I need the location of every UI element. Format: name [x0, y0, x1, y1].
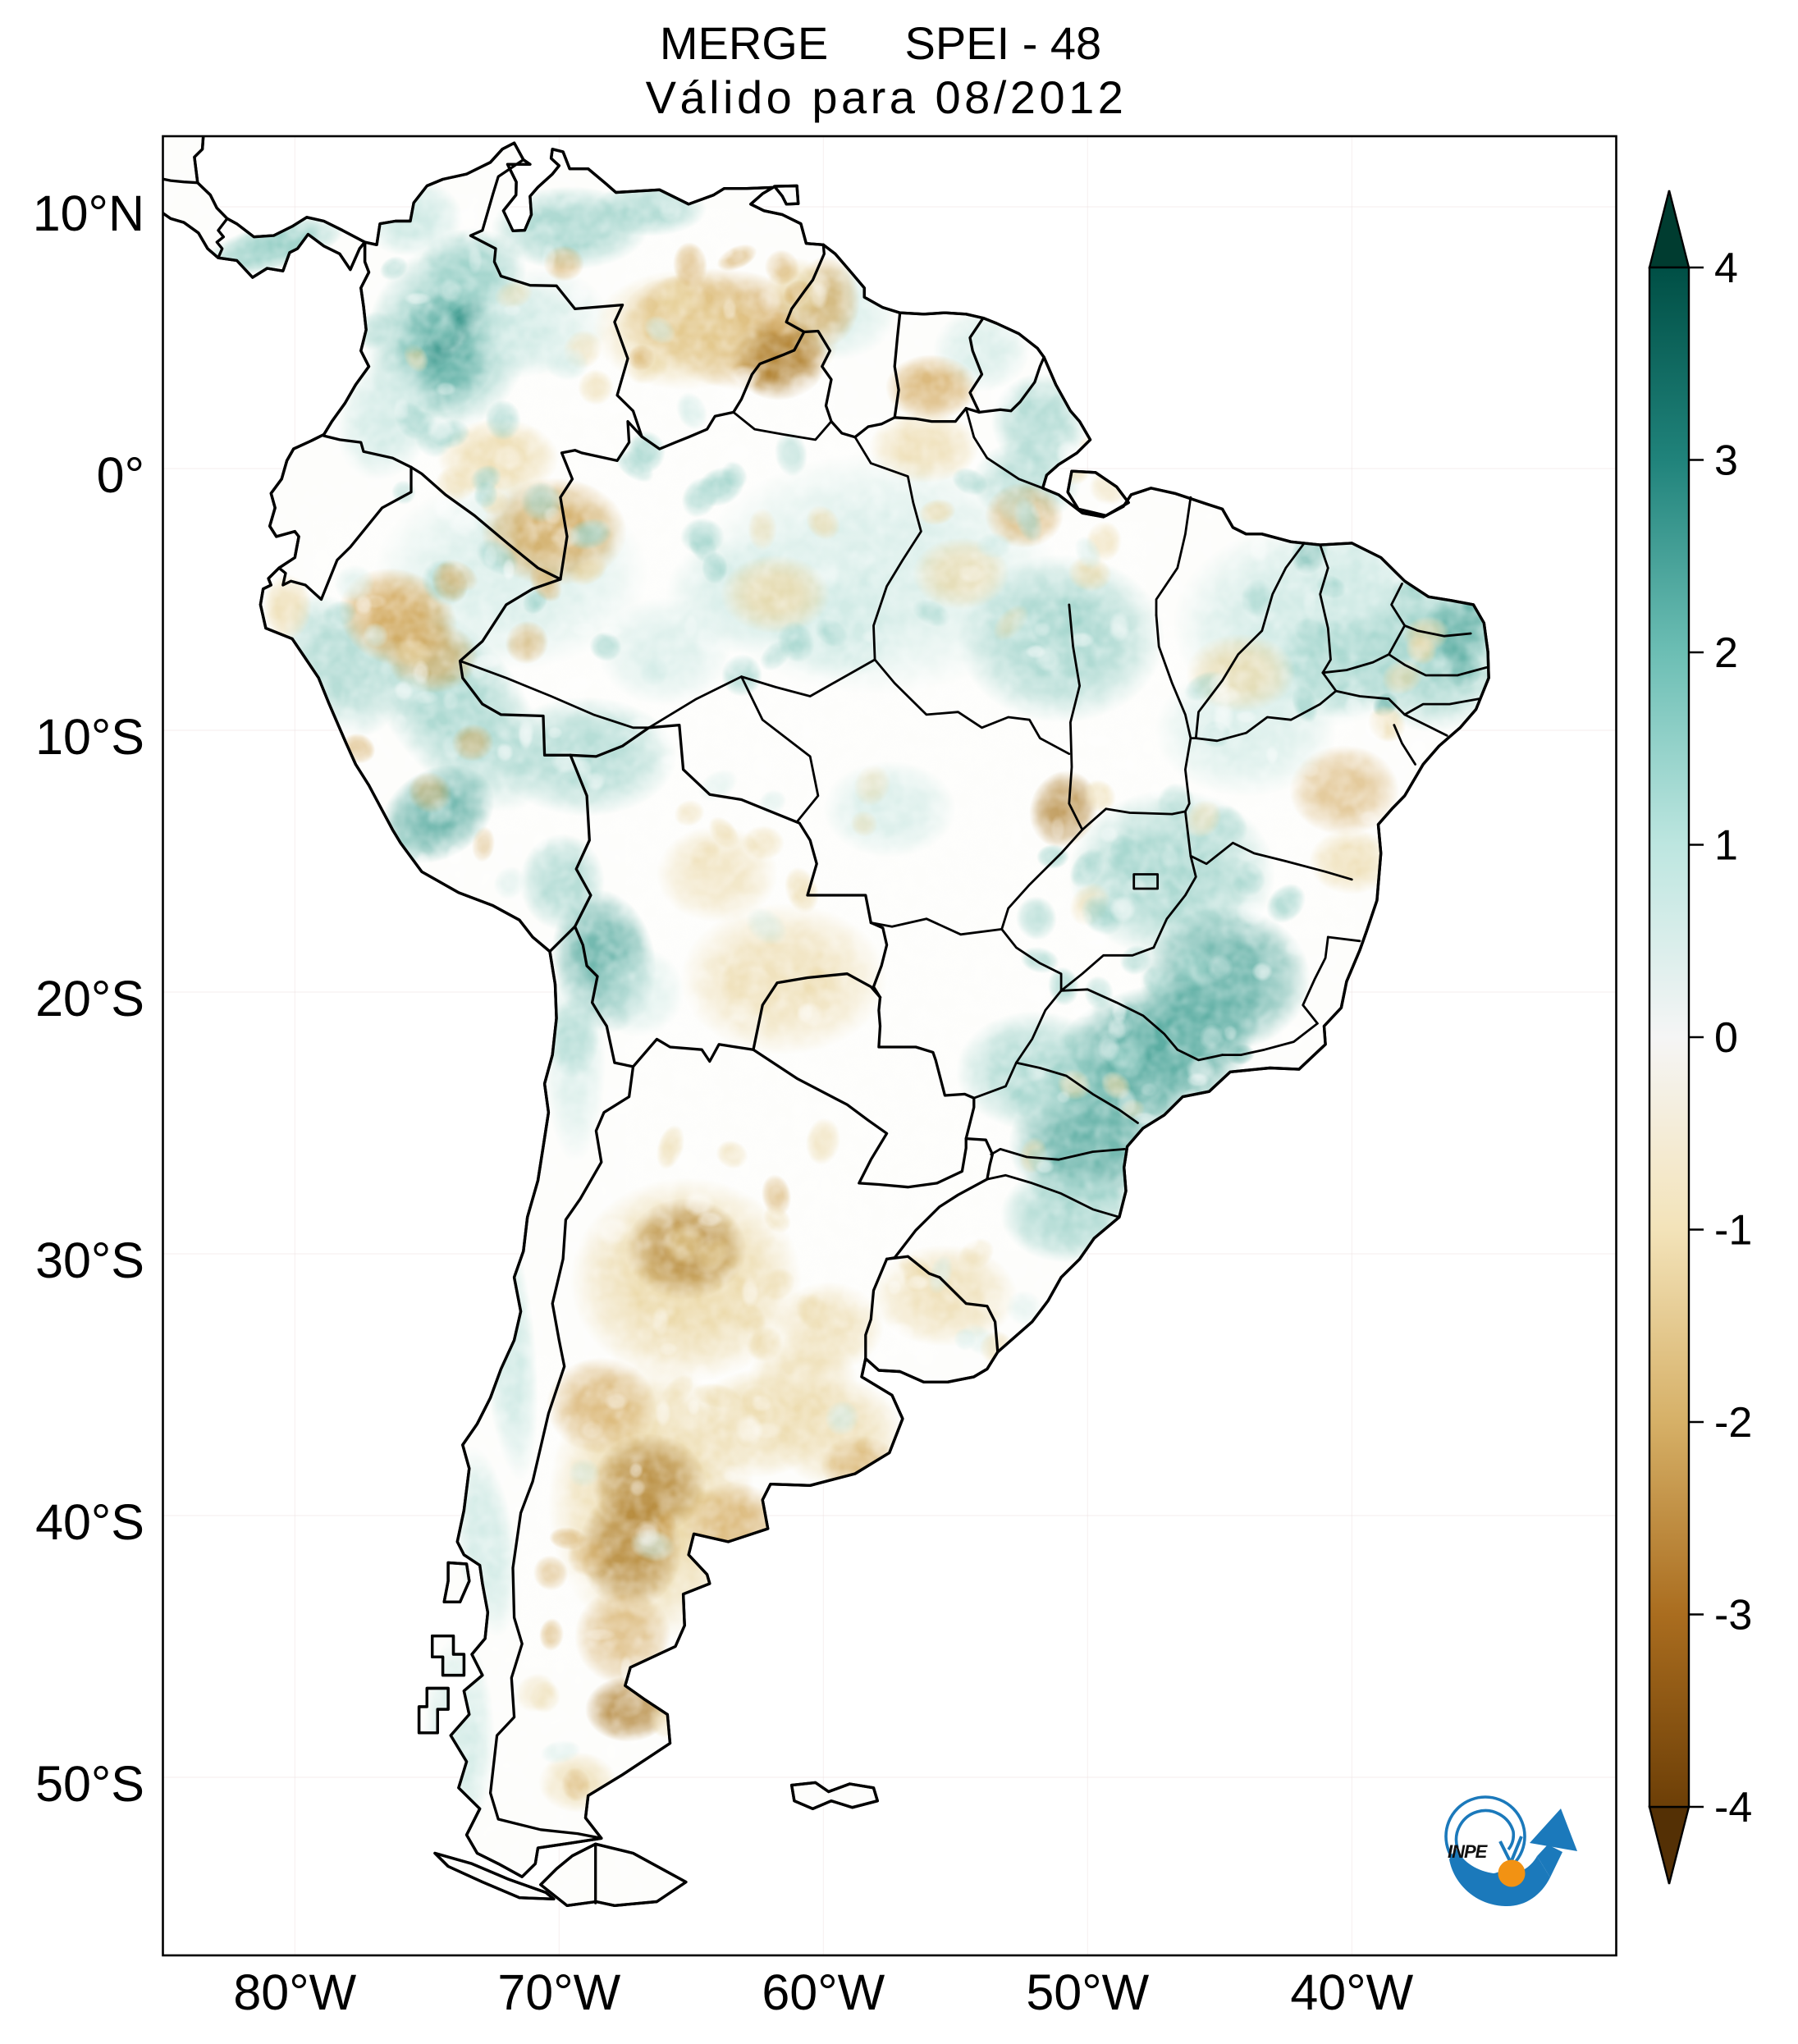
svg-text:-1: -1 — [1714, 1207, 1752, 1255]
svg-text:4: 4 — [1714, 245, 1738, 292]
svg-text:0°: 0° — [97, 447, 144, 503]
svg-text:80°W: 80°W — [233, 1964, 356, 2020]
svg-text:60°W: 60°W — [762, 1964, 885, 2020]
svg-text:INPE: INPE — [1448, 1841, 1489, 1862]
svg-text:Válido para 08/2012: Válido para 08/2012 — [646, 71, 1128, 123]
svg-text:0: 0 — [1714, 1014, 1738, 1062]
svg-text:30°S: 30°S — [35, 1232, 144, 1288]
svg-text:50°S: 50°S — [35, 1756, 144, 1812]
svg-text:20°S: 20°S — [35, 971, 144, 1027]
svg-text:10°N: 10°N — [33, 185, 144, 241]
svg-text:1: 1 — [1714, 822, 1738, 870]
svg-text:3: 3 — [1714, 437, 1738, 485]
svg-text:-4: -4 — [1714, 1784, 1752, 1831]
svg-text:40°S: 40°S — [35, 1494, 144, 1550]
svg-text:MERGE SPEI - 48: MERGE SPEI - 48 — [660, 17, 1101, 69]
svg-text:2: 2 — [1714, 629, 1738, 677]
svg-text:-3: -3 — [1714, 1592, 1752, 1639]
svg-text:-2: -2 — [1714, 1399, 1752, 1447]
svg-text:70°W: 70°W — [497, 1964, 620, 2020]
svg-text:40°W: 40°W — [1290, 1964, 1413, 2020]
svg-text:50°W: 50°W — [1026, 1964, 1149, 2020]
svg-text:10°S: 10°S — [35, 709, 144, 765]
